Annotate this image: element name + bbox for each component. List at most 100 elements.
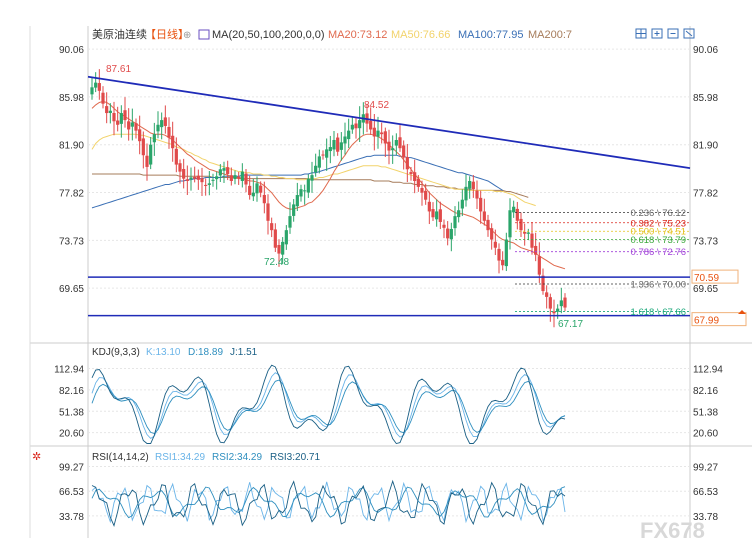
price-tick-left: 90.06 xyxy=(59,45,84,56)
ma-settings-icon[interactable] xyxy=(198,29,210,40)
candle-body xyxy=(534,245,538,255)
candle-body xyxy=(442,224,446,228)
candle-body xyxy=(141,138,145,156)
price-tick-left: 81.90 xyxy=(59,141,84,152)
candle-body xyxy=(545,292,549,297)
price-tick-left: 73.73 xyxy=(59,236,84,247)
candle-body xyxy=(178,163,182,172)
candle-body xyxy=(343,136,347,144)
ma-params: MA(20,50,100,200,0,0) xyxy=(212,29,325,41)
current-price-box xyxy=(691,312,747,327)
candle-body xyxy=(372,127,376,137)
resistance-trendline xyxy=(87,75,691,169)
candle-body xyxy=(251,192,255,197)
price-annotation: 67.99 xyxy=(694,316,719,327)
rsi-lines xyxy=(91,479,566,527)
candle-body xyxy=(204,184,208,186)
candle-body xyxy=(424,190,428,200)
zoom-out-icon[interactable] xyxy=(667,28,679,39)
candle-body xyxy=(347,130,351,140)
fib-label: 1.336 \ 70.00 xyxy=(631,280,686,291)
candle-body xyxy=(541,275,545,292)
globe-icon[interactable]: ⊕ xyxy=(183,30,191,41)
candle-body xyxy=(207,183,211,185)
candle-body xyxy=(105,106,109,114)
candle-body xyxy=(167,126,171,138)
candle-body xyxy=(149,144,153,165)
candle-body xyxy=(295,195,299,207)
candle-body xyxy=(94,82,98,88)
candle-body xyxy=(380,132,384,135)
price-tick-left: 85.98 xyxy=(59,93,84,104)
candle-body xyxy=(292,204,296,216)
fib-label: 0.500 \ 74.51 xyxy=(631,227,686,238)
price-annotation: 67.17 xyxy=(558,319,583,330)
candle-body xyxy=(127,121,131,130)
ma200-value: MA200:7 xyxy=(528,29,572,41)
candle-body xyxy=(119,113,123,124)
candle-body xyxy=(369,120,373,130)
candle-body xyxy=(383,131,387,144)
candle-body xyxy=(537,256,541,275)
osc-tick-left: 82.16 xyxy=(59,386,84,397)
reset-icon[interactable] xyxy=(683,28,695,39)
candle-body xyxy=(160,120,164,128)
candle-body xyxy=(493,241,497,248)
period-label[interactable]: 【日线】 xyxy=(145,27,189,41)
candle-body xyxy=(288,216,292,228)
trendlines xyxy=(87,75,691,317)
candle-body xyxy=(237,176,241,179)
price-tick-right: 69.65 xyxy=(693,284,718,295)
candle-body xyxy=(138,129,142,142)
candle-body xyxy=(189,177,193,180)
candle-body xyxy=(226,167,230,174)
candle-body xyxy=(108,110,112,113)
ma50-line xyxy=(91,133,536,207)
osc-tick-left: 112.94 xyxy=(54,365,84,376)
candle-body xyxy=(97,83,101,91)
candle-body xyxy=(218,169,222,176)
osc-tick-right: 82.16 xyxy=(693,386,718,397)
candle-body xyxy=(405,157,409,170)
candle-body xyxy=(222,168,226,171)
candle-body xyxy=(504,239,508,267)
candle-body xyxy=(512,206,516,213)
candle-body xyxy=(508,210,512,238)
candle-body xyxy=(339,142,343,150)
kdj-d: D:18.89 xyxy=(188,347,223,358)
price-axis-right: 90.06 85.98 81.90 77.82 73.73 69.65 xyxy=(693,45,718,295)
rsi-3: RSI3:20.71 xyxy=(270,452,320,463)
candle-body xyxy=(471,181,475,190)
candle-body xyxy=(394,140,398,146)
candle-body xyxy=(182,168,186,179)
osc-tick-right: 51.38 xyxy=(693,407,718,418)
candle-body xyxy=(174,148,178,165)
rsi-settings-icon[interactable]: ✲ xyxy=(32,451,41,463)
ma100-value: MA100:77.95 xyxy=(458,29,523,41)
toolbar-icons xyxy=(635,28,695,39)
price-annotation: 84.52 xyxy=(364,100,389,111)
candle-body xyxy=(515,208,519,221)
candle-body xyxy=(310,175,314,181)
ma50-value: MA50:76.66 xyxy=(391,29,450,41)
candle-body xyxy=(519,218,523,231)
kdj-label: KDJ(9,3,3) xyxy=(92,347,140,358)
price-tick-right: 85.98 xyxy=(693,93,718,104)
rsi-2: RSI2:34.29 xyxy=(212,452,262,463)
candle-body xyxy=(453,216,457,229)
price-tick-right: 81.90 xyxy=(693,141,718,152)
candle-body xyxy=(497,248,501,261)
alert-arrow-icon[interactable] xyxy=(738,310,746,314)
candle-body xyxy=(193,176,197,179)
osc-tick-right: 112.94 xyxy=(693,365,723,376)
candle-body xyxy=(336,137,340,152)
watermark: FX678 xyxy=(640,518,705,538)
price-tick-right: 77.82 xyxy=(693,188,718,199)
candlesticks xyxy=(90,69,567,328)
candle-body xyxy=(266,203,270,221)
zoom-in-icon[interactable] xyxy=(651,28,663,39)
candle-body xyxy=(490,228,494,240)
price-annotation: 87.61 xyxy=(106,64,131,75)
kdj-lines xyxy=(91,364,566,445)
candle-body xyxy=(277,244,281,254)
